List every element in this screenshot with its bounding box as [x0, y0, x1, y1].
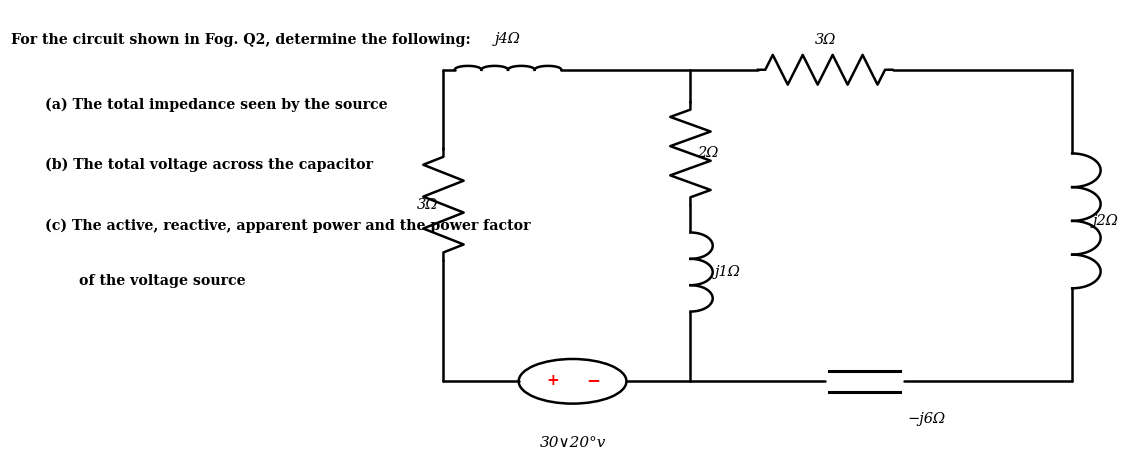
Text: (c) The active, reactive, apparent power and the power factor: (c) The active, reactive, apparent power… — [45, 219, 530, 233]
Text: 30∨20°v: 30∨20°v — [539, 436, 605, 450]
Text: j2Ω: j2Ω — [1092, 214, 1118, 228]
Text: +: + — [546, 373, 559, 388]
Text: 3Ω: 3Ω — [416, 198, 438, 212]
Text: j4Ω: j4Ω — [495, 33, 521, 46]
Text: −j6Ω: −j6Ω — [907, 412, 945, 425]
Text: 3Ω: 3Ω — [814, 33, 836, 46]
Text: of the voltage source: of the voltage source — [79, 274, 245, 288]
Text: −: − — [586, 372, 600, 389]
Text: j1Ω: j1Ω — [716, 265, 741, 279]
Text: (b) The total voltage across the capacitor: (b) The total voltage across the capacit… — [45, 158, 372, 173]
Text: For the circuit shown in Fog. Q2, determine the following:: For the circuit shown in Fog. Q2, determ… — [11, 33, 471, 46]
Text: (a) The total impedance seen by the source: (a) The total impedance seen by the sour… — [45, 98, 387, 112]
Text: 2Ω: 2Ω — [698, 146, 719, 160]
